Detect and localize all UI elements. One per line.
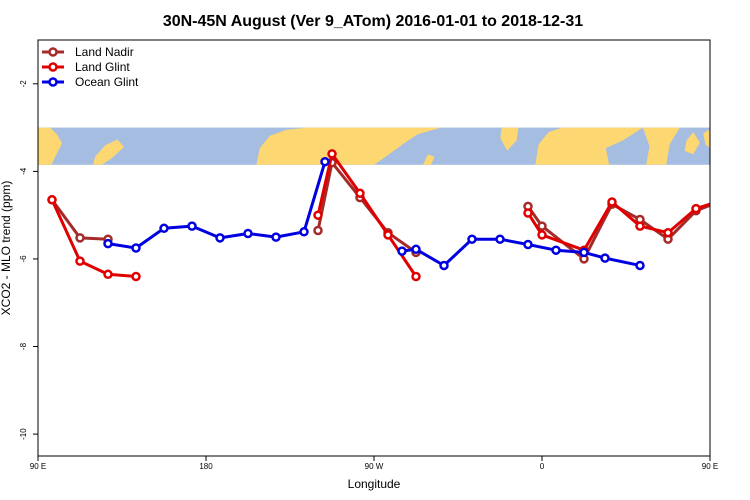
data-point — [523, 208, 533, 218]
data-point — [131, 243, 141, 253]
x-tick-label: 90 W — [365, 462, 384, 471]
data-point — [271, 232, 281, 242]
series-ocean-glint — [103, 156, 645, 271]
data-point — [411, 271, 421, 282]
x-tick-label: 180 — [199, 462, 213, 471]
data-point — [327, 149, 337, 159]
map-land-6 — [535, 127, 643, 165]
legend-item-ocean-glint: Ocean Glint — [42, 75, 139, 89]
map-land-9 — [703, 129, 710, 149]
data-point — [313, 210, 323, 220]
series-line — [316, 161, 417, 254]
series-layer — [47, 149, 728, 282]
data-point — [243, 228, 253, 239]
legend-swatch-marker — [48, 62, 58, 72]
y-axis-label: XCO2 - MLO trend (ppm) — [0, 181, 13, 316]
map-land-3 — [256, 127, 442, 165]
y-axis: -2 -4 -6 -8 -10 — [19, 80, 38, 440]
x-tick-label: 90 E — [30, 462, 46, 471]
map-land-4 — [423, 154, 435, 165]
data-point — [215, 233, 225, 243]
chart-title: 30N-45N August (Ver 9_ATom) 2016-01-01 t… — [163, 13, 583, 30]
legend-swatch-marker — [48, 47, 58, 57]
data-point — [721, 196, 728, 203]
data-point — [495, 234, 505, 244]
data-point — [663, 227, 673, 238]
series-line — [50, 199, 137, 278]
data-point — [159, 223, 169, 234]
data-point — [600, 253, 610, 263]
data-point — [635, 221, 645, 231]
series-land-glint — [47, 149, 728, 282]
map-land-1 — [38, 127, 63, 165]
data-point — [103, 238, 113, 249]
data-point — [721, 196, 728, 203]
data-point — [355, 188, 365, 199]
y-tick-label: -8 — [19, 342, 28, 350]
series-line — [401, 237, 641, 267]
legend-label: Land Glint — [75, 60, 130, 74]
data-point — [691, 203, 701, 214]
x-axis: 90 E 180 90 W 0 90 E — [30, 456, 718, 471]
data-point — [467, 234, 477, 244]
data-point — [635, 260, 645, 271]
data-point — [523, 239, 533, 250]
legend-item-land-glint: Land Glint — [42, 60, 130, 74]
data-point — [187, 221, 197, 231]
data-point — [103, 269, 113, 280]
map-land-2 — [93, 139, 124, 165]
y-tick-label: -6 — [19, 255, 28, 263]
y-tick-label: -2 — [19, 80, 28, 88]
x-tick-label: 90 E — [702, 462, 718, 471]
data-point — [47, 195, 57, 205]
data-point — [411, 244, 421, 255]
data-point — [313, 225, 323, 236]
map-land-8 — [684, 132, 700, 155]
world-map-band — [38, 127, 710, 165]
x-tick-label: 0 — [540, 462, 545, 471]
data-point — [579, 247, 589, 258]
legend-label: Land Nadir — [75, 45, 134, 59]
legend-item-land-nadir: Land Nadir — [42, 45, 134, 59]
data-point — [75, 233, 85, 243]
legend-swatch-marker — [48, 77, 58, 87]
series-land-nadir — [47, 157, 728, 264]
x-axis-label: Longitude — [348, 477, 401, 491]
legend-label: Ocean Glint — [75, 75, 139, 89]
data-point — [397, 246, 407, 256]
y-tick-label: -4 — [19, 167, 28, 175]
data-point — [439, 260, 449, 271]
y-tick-label: -10 — [19, 428, 28, 440]
map-land-7 — [642, 127, 680, 165]
data-point — [551, 245, 561, 255]
data-point — [607, 197, 617, 207]
data-point — [383, 230, 393, 240]
data-point — [131, 271, 141, 282]
data-point — [299, 227, 309, 237]
series-line — [316, 152, 418, 278]
data-point — [537, 230, 547, 240]
data-point — [537, 221, 547, 231]
data-point — [75, 256, 85, 266]
map-land-5 — [500, 127, 519, 151]
data-point — [320, 156, 330, 167]
